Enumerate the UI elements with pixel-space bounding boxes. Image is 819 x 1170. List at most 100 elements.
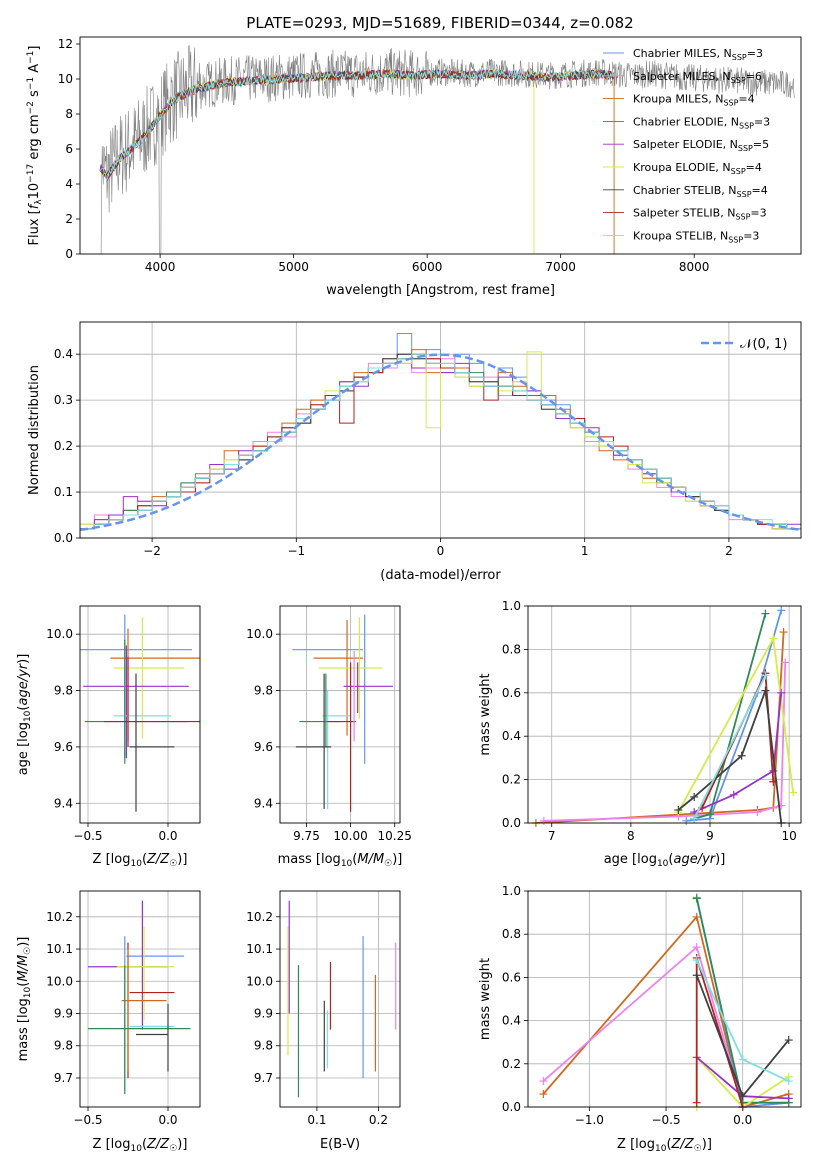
mass-vs-EBV-ytick-label-4: 10.1	[246, 942, 273, 956]
mw-vs-Z-xlabel: Z [log10(Z/Z☉)]	[617, 1137, 712, 1154]
residuals-hist-8	[80, 353, 801, 538]
age-vs-mass-ytick-label-1: 9.6	[254, 740, 273, 754]
spectrum-legend-label-5-main: Kroupa ELODIE, N	[633, 161, 731, 174]
mw-vs-age-marker-0-3	[779, 628, 788, 637]
mw-vs-Z-marker-3-0	[692, 894, 701, 903]
age-vs-mass-xlabel-part-0: mass [log	[278, 852, 341, 867]
spectrum-ylabel-part-7: s	[27, 90, 42, 101]
spectrum-xtick-label-3: 7000	[545, 260, 576, 274]
spectrum-legend-label-8-main: Kroupa STELIB, N	[633, 229, 728, 242]
mass-vs-Z-ytick-label-0: 9.7	[54, 1071, 73, 1085]
age-vs-Z-ytick-label-0: 9.4	[54, 796, 73, 810]
mass-vs-EBV-ytick-label-5: 10.2	[246, 910, 273, 924]
mw-vs-age-marker-1-2	[753, 808, 762, 817]
spectrum-legend-label-5-sub: SSP	[731, 167, 746, 176]
spectrum-model-line-8	[99, 68, 615, 182]
residuals-xtick-label-4: 2	[725, 544, 733, 558]
mass-vs-Z-ytick-label-3: 10.0	[46, 974, 73, 988]
residuals-ytick-label-2: 0.2	[54, 439, 73, 453]
spectrum-ylabel-part-1: f	[27, 202, 42, 209]
spectrum-legend-label-4-main: Salpeter ELODIE, N	[633, 138, 738, 151]
mw-vs-Z-ytick-label-2: 0.4	[502, 1014, 521, 1028]
spectrum-ylabel-part-6: −2	[26, 101, 36, 114]
mw-vs-age-marker-7-1	[690, 792, 699, 801]
spectrum-legend-label-0-main: Chabrier MILES, N	[633, 47, 732, 60]
mw-vs-age-xlabel-part-4: )]	[715, 852, 725, 867]
spectrum-legend-label-8-suffix: =3	[743, 229, 759, 242]
mw-vs-Z-ytick-label-5: 1.0	[502, 884, 521, 898]
age-vs-Z-ylabel: age [log10(age/yr)]	[16, 654, 33, 776]
age-vs-Z-xtick-label-0: −0.5	[73, 829, 102, 843]
residuals-ylabel: Normed distribution	[27, 365, 42, 495]
age-vs-mass-xlabel: mass [log10(M/M☉)]	[278, 852, 403, 869]
age-vs-mass-xlabel-part-1: 10	[341, 859, 353, 869]
mw-vs-age-frame	[527, 605, 802, 824]
mass-vs-EBV-xtick-label-0: 0.1	[307, 1113, 326, 1127]
age-vs-mass-xtick-label-1: 10.00	[333, 829, 367, 843]
mass-vs-Z-xtick-label-1: 0.0	[158, 1113, 177, 1127]
mw-vs-Z-marker-6-0	[692, 1098, 701, 1107]
mw-vs-Z-marker-7-2	[784, 1036, 793, 1045]
spectrum-legend-label-2-main: Kroupa MILES, N	[633, 93, 723, 106]
mass-vs-Z-ylabel-part-4: ☉	[23, 947, 33, 955]
mw-vs-Z-ytick-label-4: 0.8	[502, 927, 521, 941]
mw-vs-Z-ytick-label-1: 0.2	[502, 1057, 521, 1071]
spectrum-legend-label-5-suffix: =4	[746, 161, 762, 174]
age-vs-Z-ytick-label-2: 9.8	[54, 684, 73, 698]
spectrum-xtick-label-1: 5000	[278, 260, 309, 274]
mass-vs-EBV-xlabel: E(B-V)	[320, 1137, 360, 1152]
spectrum-legend-label-3-suffix: =3	[754, 115, 770, 128]
mass-vs-Z-ylabel-part-1: 10	[23, 986, 33, 998]
mw-vs-age-marker-3-2	[761, 609, 770, 618]
mw-vs-Z-marker-5-2	[784, 1094, 793, 1103]
mw-vs-Z-marker-8-2	[784, 1077, 793, 1086]
age-vs-Z-xlabel-part-4: ☉	[169, 859, 177, 869]
spectrum-ylabel: Flux [fλ10−17 erg cm−2 s−1 A−1]	[26, 46, 44, 246]
mw-vs-Z-marker-0-1	[692, 912, 701, 921]
spectrum-legend-label-5: Kroupa ELODIE, NSSP=4	[633, 161, 762, 176]
residuals-xtick-label-2: 0	[437, 544, 445, 558]
mw-vs-age-ytick-label-4: 0.8	[502, 642, 521, 656]
residuals-ytick-label-3: 0.3	[54, 393, 73, 407]
residuals-ytick-label-0: 0.0	[54, 531, 73, 545]
mass-vs-Z-xlabel-part-4: ☉	[169, 1144, 177, 1154]
mass-vs-EBV-ytick-label-1: 9.8	[254, 1039, 273, 1053]
age-vs-Z-xlabel: Z [log10(Z/Z☉)]	[93, 852, 188, 869]
mw-vs-Z-frame	[527, 890, 802, 1108]
spectrum-legend-label-8-sub: SSP	[728, 235, 743, 244]
residuals-ytick-label-1: 0.1	[54, 485, 73, 499]
mw-vs-age-marker-7-3	[761, 686, 770, 695]
mass-vs-Z-xlabel: Z [log10(Z/Z☉)]	[93, 1137, 188, 1154]
age-vs-Z-xlabel-part-5: )]	[177, 852, 187, 867]
mw-vs-age-marker-2-0	[682, 816, 691, 825]
mw-vs-age-series-2	[686, 610, 783, 822]
mw-vs-age-marker-5-3	[777, 688, 786, 697]
spectrum-legend-label-7-main: Salpeter STELIB, N	[633, 207, 735, 220]
age-vs-mass-ytick-label-2: 9.8	[254, 684, 273, 698]
mass-vs-Z-xlabel-part-1: 10	[130, 1144, 142, 1154]
residuals-ytick-label-4: 0.4	[54, 347, 73, 361]
mw-vs-Z-xlabel-part-2: (	[666, 1137, 671, 1152]
mass-vs-Z-xlabel-part-3: Z/Z	[146, 1137, 170, 1152]
spectrum-xlabel: wavelength [Angstrom, rest frame]	[326, 283, 555, 298]
age-vs-mass-xtick-label-2: 10.25	[378, 829, 412, 843]
mass-vs-EBV-ytick-label-0: 9.7	[254, 1071, 273, 1085]
mw-vs-age-marker-8-0	[690, 814, 699, 823]
mass-vs-Z-ytick-label-4: 10.1	[46, 942, 73, 956]
mw-vs-Z-marker-8-0	[692, 956, 701, 965]
mw-vs-Z-marker-0-0	[539, 1090, 548, 1099]
spectrum-legend-label-6-main: Chabrier STELIB, N	[633, 184, 737, 197]
spectrum-legend-label-7: Salpeter STELIB, NSSP=3	[633, 207, 767, 222]
residuals-xtick-label-1: −1	[287, 544, 305, 558]
residuals-frame	[79, 321, 802, 539]
age-vs-Z-xlabel-part-0: Z [log	[93, 852, 131, 867]
spectrum-legend-label-3: Chabrier ELODIE, NSSP=3	[633, 115, 770, 130]
residuals-xlabel: (data-model)/error	[380, 568, 501, 583]
mw-vs-age-ytick-label-1: 0.2	[502, 773, 521, 787]
mw-vs-age-xlabel-part-1: 10	[657, 859, 669, 869]
mw-vs-Z-marker-1-1	[692, 943, 701, 952]
residuals-normal-curve	[80, 353, 801, 532]
age-vs-mass-xlabel-part-4: ☉	[384, 859, 392, 869]
